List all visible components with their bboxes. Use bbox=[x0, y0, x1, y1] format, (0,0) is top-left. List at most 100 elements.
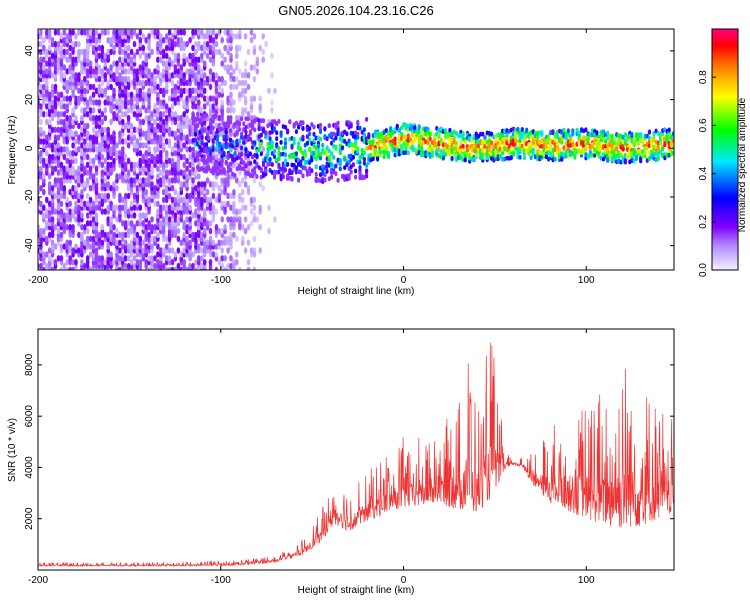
heatmap-cell bbox=[109, 95, 113, 102]
heatmap-cell bbox=[243, 33, 248, 40]
heatmap-cell bbox=[118, 231, 122, 239]
heatmap-cell bbox=[290, 176, 294, 181]
heatmap-cell bbox=[74, 185, 78, 192]
heatmap-cell bbox=[511, 150, 516, 156]
heatmap-cell bbox=[188, 87, 192, 95]
heatmap-cell bbox=[65, 165, 69, 172]
heatmap-cell bbox=[121, 138, 125, 145]
heatmap-cell bbox=[246, 185, 251, 192]
heatmap-cell bbox=[232, 99, 236, 106]
heatmap-cell bbox=[251, 145, 255, 150]
heatmap-cell bbox=[170, 259, 175, 266]
heatmap-cell bbox=[318, 155, 323, 161]
heatmap-cell bbox=[325, 145, 329, 151]
heatmap-cell bbox=[83, 224, 87, 231]
heatmap-cell bbox=[80, 173, 84, 180]
heatmap-cell bbox=[200, 52, 204, 59]
heatmap-cell bbox=[490, 140, 494, 146]
heatmap-cell bbox=[59, 44, 64, 52]
heatmap-cell bbox=[167, 157, 172, 165]
heatmap-cell bbox=[123, 255, 128, 262]
heatmap-cell bbox=[308, 126, 312, 132]
heatmap-cell bbox=[246, 83, 251, 91]
heatmap-cell bbox=[135, 247, 140, 254]
heatmap-cell bbox=[249, 220, 254, 227]
heatmap-cell bbox=[243, 60, 248, 67]
heatmap-cell bbox=[94, 130, 99, 137]
heatmap-cell bbox=[292, 140, 296, 146]
heatmap-cell bbox=[129, 130, 134, 137]
heatmap-cell bbox=[80, 126, 84, 133]
heatmap-cell bbox=[42, 227, 46, 235]
heatmap-cell bbox=[202, 208, 207, 215]
heatmap-cell bbox=[242, 160, 246, 166]
heatmap-cell bbox=[71, 40, 75, 48]
heatmap-cell bbox=[281, 174, 285, 180]
heatmap-cell bbox=[141, 44, 146, 52]
heatmap-cell bbox=[85, 200, 90, 207]
heatmap-cell bbox=[53, 134, 58, 141]
heatmap-cell bbox=[229, 167, 233, 173]
heatmap-cell bbox=[161, 68, 166, 75]
colorbar-label: Normalized spectral amplitude bbox=[737, 97, 748, 232]
heatmap-cell bbox=[243, 68, 248, 75]
heatmap-cell bbox=[50, 72, 55, 79]
heatmap-cell bbox=[159, 150, 163, 157]
heatmap-cell bbox=[562, 127, 566, 133]
heatmap-cell bbox=[141, 118, 146, 126]
heatmap-cell bbox=[185, 87, 189, 95]
heatmap-cell bbox=[97, 231, 102, 239]
heatmap-cell bbox=[121, 196, 125, 204]
heatmap-cell bbox=[68, 64, 72, 71]
heatmap-cell bbox=[121, 251, 125, 258]
heatmap-cell bbox=[599, 138, 603, 144]
heatmap-cell bbox=[39, 138, 43, 145]
heatmap-cell bbox=[71, 185, 75, 192]
heatmap-cell bbox=[252, 196, 257, 204]
heatmap-cell bbox=[200, 122, 204, 128]
heatmap-cell bbox=[226, 192, 230, 200]
heatmap-cell bbox=[167, 37, 172, 44]
spectrogram-x-tick-label: -100 bbox=[211, 275, 231, 286]
heatmap-cell bbox=[275, 136, 279, 142]
heatmap-cell bbox=[39, 56, 43, 63]
heatmap-cell bbox=[74, 95, 78, 102]
heatmap-cell bbox=[42, 188, 46, 196]
heatmap-cell bbox=[159, 99, 163, 106]
heatmap-cell bbox=[56, 142, 61, 149]
heatmap-cell bbox=[100, 153, 105, 161]
heatmap-cell bbox=[452, 135, 456, 141]
heatmap-cell bbox=[118, 56, 122, 63]
heatmap-cell bbox=[272, 148, 277, 154]
heatmap-cell bbox=[53, 208, 58, 215]
heatmap-cell bbox=[303, 165, 307, 171]
heatmap-cell bbox=[150, 48, 154, 56]
heatmap-cell bbox=[77, 247, 81, 254]
heatmap-cell bbox=[121, 111, 125, 118]
heatmap-cell bbox=[135, 138, 140, 145]
heatmap-cell bbox=[338, 157, 342, 163]
heatmap-cell bbox=[42, 204, 46, 211]
heatmap-cell bbox=[138, 212, 143, 219]
heatmap-cell bbox=[264, 134, 268, 140]
heatmap-cell bbox=[156, 107, 160, 114]
heatmap-cell bbox=[240, 72, 245, 79]
heatmap-cell bbox=[115, 185, 119, 192]
heatmap-cell bbox=[118, 173, 122, 180]
heatmap-cell bbox=[150, 255, 154, 262]
heatmap-cell bbox=[365, 117, 369, 122]
heatmap-cell bbox=[150, 181, 154, 188]
heatmap-cell bbox=[558, 147, 562, 153]
heatmap-cell bbox=[42, 251, 46, 258]
heatmap-cell bbox=[91, 200, 96, 207]
heatmap-cell bbox=[123, 192, 128, 200]
heatmap-cell bbox=[214, 72, 219, 79]
heatmap-cell bbox=[188, 153, 192, 161]
heatmap-cell bbox=[159, 111, 163, 118]
heatmap-cell bbox=[179, 64, 184, 71]
heatmap-cell bbox=[170, 220, 175, 227]
heatmap-cell bbox=[229, 115, 233, 121]
heatmap-cell bbox=[193, 132, 198, 137]
heatmap-cell bbox=[85, 99, 90, 106]
spectrogram-frame bbox=[37, 28, 675, 271]
